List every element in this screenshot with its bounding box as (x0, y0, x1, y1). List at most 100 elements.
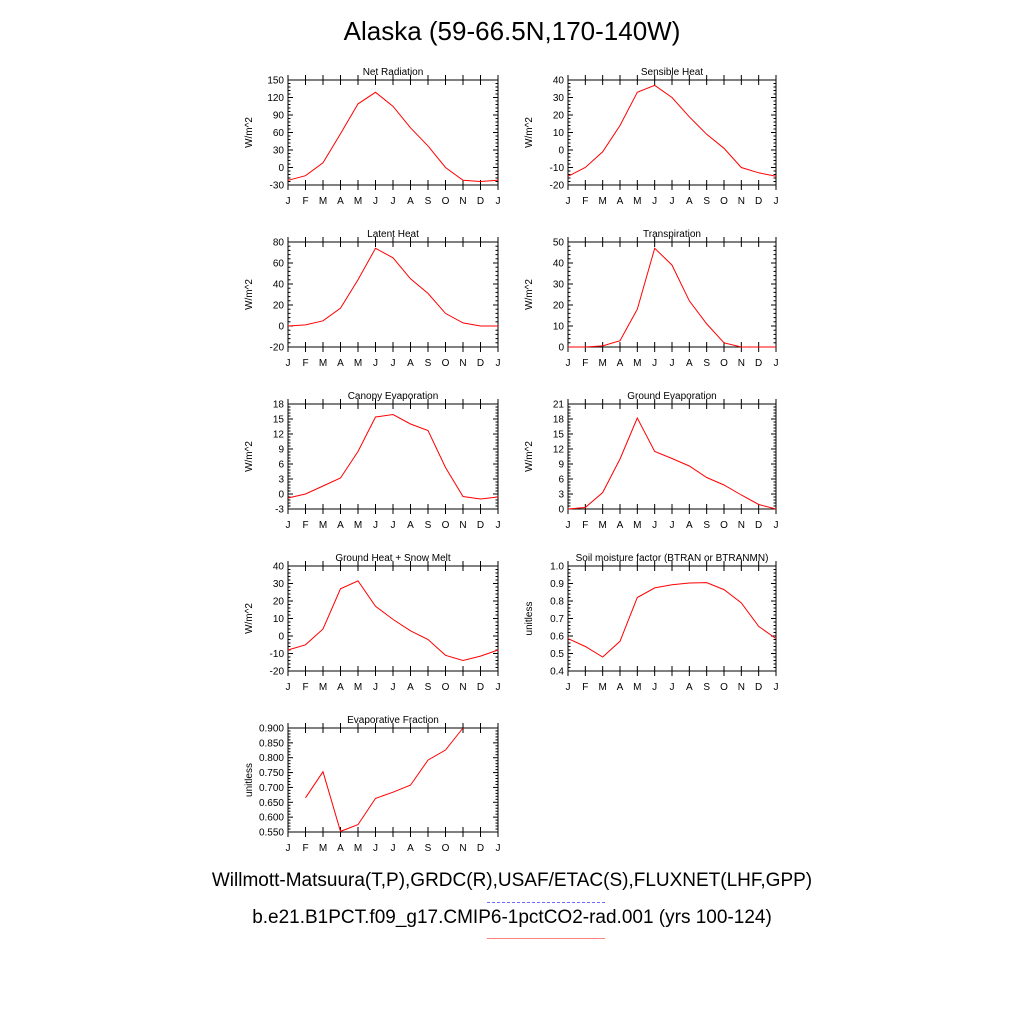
series-line (567, 84, 777, 177)
plot-frame (567, 403, 777, 510)
panel-title: Ground Heat + Snow Melt (335, 553, 451, 564)
x-tick-label: A (686, 358, 693, 369)
legend-obs-label: Willmott-Matsuura(T,P),GRDC(R),USAF/ETAC… (211, 870, 813, 891)
plot-frame (567, 241, 777, 348)
x-tick-label: D (477, 682, 484, 693)
y-tick-label: 30 (273, 579, 285, 590)
x-tick-label: D (755, 520, 762, 531)
x-tick-label: M (633, 520, 641, 531)
y-tick-label: 0.850 (259, 738, 284, 749)
x-tick-label: A (686, 682, 693, 693)
x-tick-label: J (670, 358, 675, 369)
x-tick-label: A (617, 196, 624, 207)
legend-model-swatch (487, 938, 605, 939)
x-tick-label: M (598, 682, 606, 693)
x-tick-label: J (391, 358, 396, 369)
y-tick-label: 9 (558, 460, 564, 471)
x-tick-label: F (302, 682, 308, 693)
legend-obs-swatch (487, 902, 605, 903)
y-tick-label: 0 (278, 490, 284, 501)
x-tick-label: O (720, 682, 728, 693)
y-tick-label: 3 (278, 475, 284, 486)
figure-title: Alaska (59-66.5N,170-140W) (343, 16, 681, 46)
legend-model-label: b.e21.B1PCT.f09_g17.CMIP6-1pctCO2-rad.00… (252, 907, 772, 928)
y-tick-label: 40 (553, 259, 565, 270)
x-tick-label: O (720, 520, 728, 531)
y-tick-label: 10 (273, 614, 285, 625)
x-tick-label: J (391, 520, 396, 531)
x-tick-label: O (720, 196, 728, 207)
y-tick-label: 10 (553, 128, 565, 139)
x-tick-label: D (755, 358, 762, 369)
y-tick-label: -3 (275, 505, 284, 516)
y-tick-label: 0 (558, 505, 564, 516)
x-tick-label: M (319, 520, 327, 531)
x-tick-label: A (686, 520, 693, 531)
y-tick-label: -20 (550, 181, 565, 192)
x-tick-label: M (354, 196, 362, 207)
x-tick-label: O (720, 358, 728, 369)
y-tick-label: 80 (273, 238, 285, 249)
x-tick-label: J (496, 358, 501, 369)
series-line (567, 416, 777, 510)
x-tick-label: J (670, 682, 675, 693)
y-tick-label: 0.550 (259, 828, 284, 839)
x-tick-label: A (686, 196, 693, 207)
panel-title: Transpiration (643, 229, 701, 240)
x-tick-label: J (652, 520, 657, 531)
x-tick-label: J (286, 843, 291, 854)
y-tick-label: 0 (558, 146, 564, 157)
y-tick-label: 120 (267, 93, 284, 104)
x-tick-label: J (373, 843, 378, 854)
y-tick-label: 40 (273, 562, 285, 573)
panel-9: Evaporative Fraction unitless 0.550 0.600 0.… (244, 715, 501, 854)
x-tick-label: M (354, 843, 362, 854)
x-tick-label: A (337, 196, 344, 207)
y-tick-label: 60 (273, 128, 285, 139)
x-tick-label: J (496, 520, 501, 531)
y-axis-label: W/m^2 (244, 603, 255, 634)
y-tick-label: 40 (553, 76, 565, 87)
x-tick-label: J (774, 682, 779, 693)
y-tick-label: -20 (270, 343, 285, 354)
y-tick-label: 0.7 (550, 614, 564, 625)
y-tick-label: 12 (273, 430, 285, 441)
series-line (567, 582, 777, 658)
x-tick-label: F (302, 196, 308, 207)
x-tick-label: J (496, 843, 501, 854)
x-tick-label: D (755, 682, 762, 693)
x-tick-label: O (442, 682, 450, 693)
x-tick-label: M (319, 196, 327, 207)
x-tick-label: J (566, 358, 571, 369)
x-tick-label: J (373, 520, 378, 531)
x-tick-label: N (459, 843, 466, 854)
y-tick-label: 0.700 (259, 783, 284, 794)
x-tick-label: O (442, 520, 450, 531)
plot-frame (287, 79, 499, 186)
x-tick-label: J (652, 358, 657, 369)
y-tick-label: 0 (558, 343, 564, 354)
y-axis-label: W/m^2 (244, 117, 255, 148)
x-tick-label: J (774, 520, 779, 531)
x-tick-label: M (354, 358, 362, 369)
x-tick-label: O (442, 196, 450, 207)
x-tick-label: S (703, 682, 710, 693)
panel-title: Latent Heat (367, 229, 419, 240)
y-axis-label: unitless (524, 602, 535, 636)
x-tick-label: N (459, 196, 466, 207)
series-line (568, 247, 776, 348)
x-tick-label: A (407, 843, 414, 854)
x-tick-label: J (373, 196, 378, 207)
y-tick-label: 20 (553, 111, 565, 122)
x-tick-label: D (477, 196, 484, 207)
x-tick-label: D (477, 843, 484, 854)
y-tick-label: 0 (278, 632, 284, 643)
x-tick-label: J (652, 196, 657, 207)
y-tick-label: -30 (270, 181, 285, 192)
x-tick-label: A (407, 196, 414, 207)
y-tick-label: 6 (558, 475, 564, 486)
